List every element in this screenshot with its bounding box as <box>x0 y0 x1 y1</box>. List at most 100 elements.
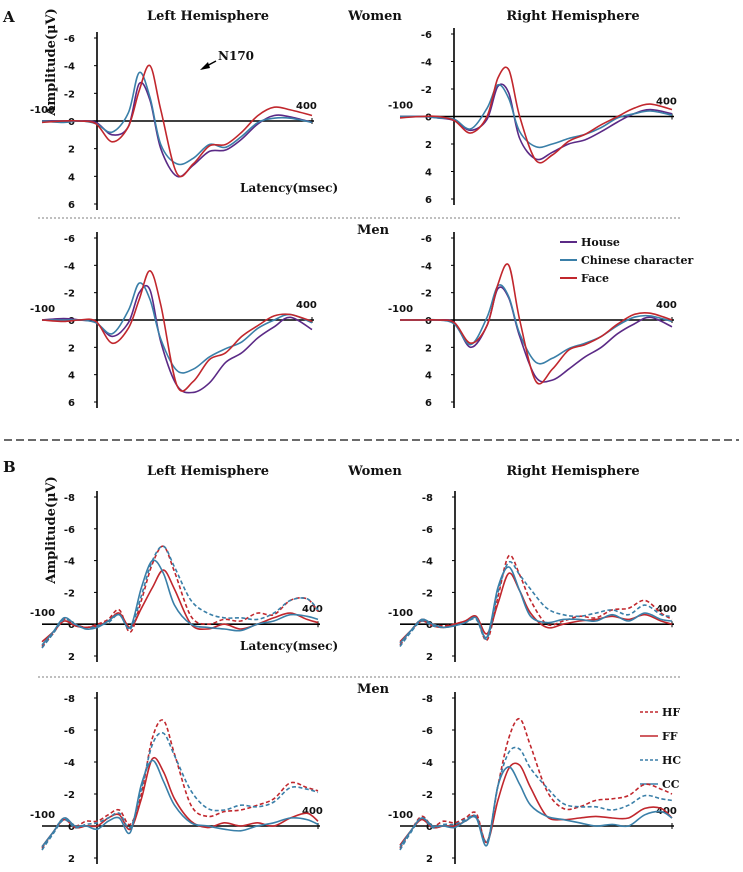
x-end-label: 400 <box>656 604 677 615</box>
legend-ff-label: FF <box>662 730 678 743</box>
legend-face-label: Face <box>581 272 609 285</box>
y-tick-label: -4 <box>64 261 75 272</box>
y-tick-label: -6 <box>64 34 75 45</box>
y-tick-label: 2 <box>68 854 75 865</box>
y-tick-label: 0 <box>68 822 75 833</box>
plots-layer: -6 -4 -2 0 2 4 6 -100 400 -6 -4 -2 0 2 4 6 -100 400 -6 -4 -2… <box>30 28 677 865</box>
n170-annotation: N170 <box>218 49 254 63</box>
panel-b-men-title: Men <box>357 682 390 697</box>
y-tick-label: -4 <box>64 62 75 73</box>
y-tick-label: 0 <box>425 316 432 327</box>
y-tick-label: 2 <box>68 145 75 156</box>
y-tick-label: -8 <box>422 694 433 705</box>
y-tick-label: -4 <box>421 58 432 69</box>
series-line-hc <box>41 545 319 649</box>
subplot-b-men-left: -8 -6 -4 -2 0 2 -100 400 <box>30 692 323 865</box>
y-tick-label: 6 <box>68 200 75 211</box>
legend-a: House Chinese character Face <box>560 236 693 285</box>
y-tick-label: 2 <box>425 140 432 151</box>
y-tick-label: 2 <box>426 854 433 865</box>
y-tick-label: -2 <box>64 289 75 300</box>
series-line-cc <box>399 766 673 848</box>
y-tick-label: -4 <box>421 261 432 272</box>
y-tick-label: -4 <box>422 557 433 568</box>
y-tick-label: 2 <box>425 343 432 354</box>
series-line-face <box>41 269 313 392</box>
x-start-label: -100 <box>30 810 55 821</box>
y-tick-label: -2 <box>64 790 75 801</box>
y-tick-label: -2 <box>422 790 433 801</box>
panel-b-ylabel: Amplitude(μV) <box>44 476 59 585</box>
series-line-house <box>399 83 673 161</box>
y-tick-label: -8 <box>422 493 433 504</box>
y-tick-label: 0 <box>425 113 432 124</box>
x-end-label: 400 <box>296 300 317 311</box>
subplot-b-women-right: -8 -6 -4 -2 0 2 -100 400 <box>388 491 677 663</box>
series-line-house <box>41 284 313 394</box>
y-tick-label: 6 <box>68 398 75 409</box>
legend-cc-label: CC <box>662 778 680 791</box>
legend-chinese-character-label: Chinese character <box>581 254 693 267</box>
y-tick-label: -8 <box>64 694 75 705</box>
y-tick-label: -2 <box>421 289 432 300</box>
y-tick-label: -2 <box>64 588 75 599</box>
panel-a-ylabel: Amplitude(μV) <box>44 8 59 117</box>
y-tick-label: -2 <box>421 85 432 96</box>
y-tick-label: -6 <box>421 30 432 41</box>
y-tick-label: -6 <box>422 726 433 737</box>
y-tick-label: 4 <box>425 168 432 179</box>
y-tick-label: -4 <box>64 758 75 769</box>
x-end-label: 400 <box>302 806 323 817</box>
subplot-a-women-right: -6 -4 -2 0 2 4 6 -100 400 <box>388 28 677 206</box>
series-line-hc <box>399 560 673 647</box>
series-line-hf <box>41 545 319 648</box>
panel-b-women-title: Women <box>347 464 402 479</box>
y-tick-label: 2 <box>68 652 75 663</box>
legend-hc-label: HC <box>662 754 681 767</box>
x-start-label: -100 <box>30 105 55 116</box>
y-tick-label: -8 <box>64 493 75 504</box>
series-line-cc <box>399 566 673 644</box>
series-line-hf <box>399 554 673 646</box>
x-end-label: 400 <box>302 604 323 615</box>
y-tick-label: 6 <box>425 195 432 206</box>
y-tick-label: -2 <box>64 89 75 100</box>
panel-a-men-title: Men <box>357 223 390 238</box>
series-line-chinese-character <box>399 284 673 365</box>
y-tick-label: 2 <box>68 343 75 354</box>
series-line-cc <box>41 559 319 646</box>
n170-arrow <box>200 60 217 70</box>
panel-b-left-hemisphere-title: Left Hemisphere <box>147 464 269 479</box>
series-line-hc <box>41 731 319 851</box>
x-start-label: -100 <box>388 101 413 112</box>
series-line-hf <box>41 719 319 849</box>
panel-a-left-hemisphere-title: Left Hemisphere <box>147 9 269 24</box>
y-tick-label: -6 <box>64 525 75 536</box>
series-line-face <box>41 64 313 178</box>
y-tick-label: -6 <box>64 726 75 737</box>
y-tick-label: -6 <box>422 525 433 536</box>
y-tick-label: 4 <box>68 371 75 382</box>
series-line-house <box>41 81 313 178</box>
subplot-a-men-right: -6 -4 -2 0 2 4 6 -100 400 <box>388 232 677 409</box>
panel-a-women-title: Women <box>347 9 402 24</box>
y-tick-label: 0 <box>426 620 433 631</box>
x-end-label: 400 <box>296 101 317 112</box>
panel-b-xlabel: Latency(msec) <box>240 639 338 653</box>
legend-b: HF FF HC CC <box>640 706 681 791</box>
x-start-label: -100 <box>388 810 413 821</box>
series-line-ff <box>41 569 319 643</box>
x-start-label: -100 <box>388 608 413 619</box>
panel-a-label: A <box>2 8 15 26</box>
subplot-b-women-left: -8 -6 -4 -2 0 2 -100 400 <box>30 491 323 663</box>
panel-b-label: B <box>3 458 16 476</box>
x-start-label: -100 <box>30 304 55 315</box>
panel-a-xlabel: Latency(msec) <box>240 181 338 195</box>
series-line-face <box>399 263 673 385</box>
x-end-label: 400 <box>656 97 677 108</box>
panel-a-right-hemisphere-title: Right Hemisphere <box>506 9 639 24</box>
series-line-cc <box>41 759 319 848</box>
